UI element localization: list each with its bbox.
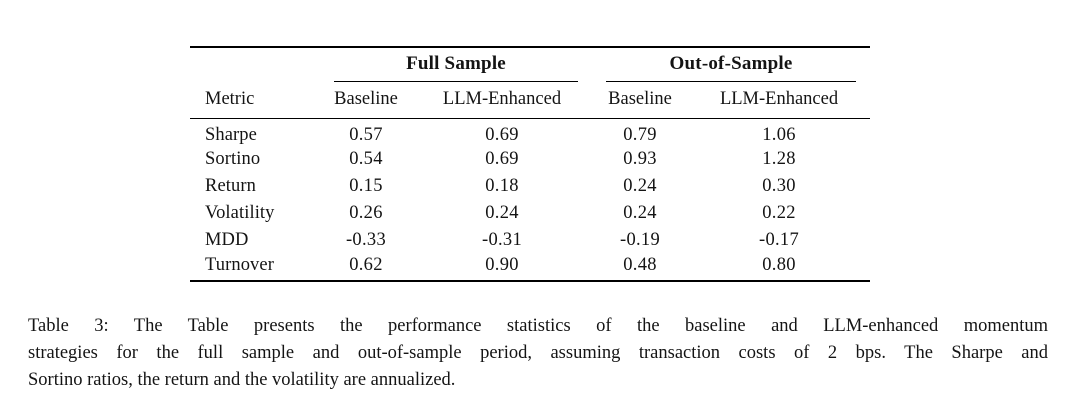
- table-row-return: Return 0.15 0.18 0.24 0.30: [190, 173, 870, 200]
- value-cell: -0.33: [345, 230, 387, 250]
- metric-cell: Sortino: [205, 149, 261, 169]
- value-cell: 0.22: [762, 203, 796, 223]
- group-header-row: Full Sample Out-of-Sample: [190, 47, 870, 82]
- table-row-sortino: Sortino 0.54 0.69 0.93 1.28: [190, 146, 870, 173]
- table-row-turnover: Turnover 0.62 0.90 0.48 0.80: [190, 254, 871, 282]
- value-cell: 0.24: [623, 203, 657, 223]
- column-header-row: Metric Baseline LLM-Enhanced Baseline LL…: [190, 82, 871, 119]
- caption-line: strategies for the full sample and out-o…: [28, 343, 1048, 363]
- value-cell: 0.15: [349, 176, 383, 196]
- caption-line: Table 3: The Table presents the performa…: [28, 316, 1048, 336]
- value-cell: 0.93: [623, 149, 657, 169]
- column-header-baseline-oos: Baseline: [592, 82, 689, 119]
- metric-cell: Turnover: [190, 254, 320, 282]
- value-cell: 0.18: [485, 176, 519, 196]
- metric-cell: Sharpe: [205, 125, 257, 145]
- value-cell: 0.79: [623, 125, 657, 145]
- column-header-metric: Metric: [190, 82, 320, 119]
- table-row-volatility: Volatility 0.26 0.24 0.24 0.22: [190, 200, 870, 227]
- performance-statistics-table: Full Sample Out-of-Sample Metric Baselin…: [190, 46, 871, 282]
- value-cell: 1.28: [762, 149, 796, 169]
- value-cell: -0.19: [619, 230, 661, 250]
- value-cell: 0.69: [485, 125, 519, 145]
- value-cell: 0.80: [688, 254, 871, 282]
- value-cell: 0.69: [485, 149, 519, 169]
- value-cell: 0.57: [349, 125, 383, 145]
- group-header-full-sample: Full Sample: [320, 47, 592, 82]
- value-cell: -0.31: [481, 230, 523, 250]
- caption-line: Sortino ratios, the return and the volat…: [28, 370, 456, 390]
- value-cell: 0.24: [485, 203, 519, 223]
- value-cell: 0.48: [592, 254, 689, 282]
- value-cell: 0.90: [412, 254, 593, 282]
- value-cell: 0.54: [349, 149, 383, 169]
- table-row-mdd: MDD -0.33 -0.31 -0.19 -0.17: [190, 227, 870, 254]
- value-cell: 1.06: [762, 125, 796, 145]
- value-cell: 0.30: [762, 176, 796, 196]
- group-header-out-of-sample-label: Out-of-Sample: [606, 48, 857, 82]
- group-header-out-of-sample: Out-of-Sample: [592, 47, 870, 82]
- metric-cell: Return: [205, 176, 256, 196]
- column-header-baseline-full: Baseline: [320, 82, 412, 119]
- value-cell: 0.26: [349, 203, 383, 223]
- group-header-spacer: [190, 47, 320, 82]
- metric-cell: Volatility: [205, 203, 275, 223]
- column-header-llm-enhanced-full: LLM-Enhanced: [412, 82, 593, 119]
- value-cell: 0.62: [320, 254, 412, 282]
- value-cell: 0.24: [623, 176, 657, 196]
- group-header-full-sample-label: Full Sample: [334, 48, 579, 82]
- table-row-sharpe: Sharpe 0.57 0.69 0.79 1.06: [190, 119, 870, 147]
- column-header-llm-enhanced-oos: LLM-Enhanced: [688, 82, 871, 119]
- table-caption: Table 3: The Table presents the performa…: [28, 313, 1048, 394]
- value-cell: -0.17: [758, 230, 800, 250]
- metric-cell: MDD: [205, 230, 249, 250]
